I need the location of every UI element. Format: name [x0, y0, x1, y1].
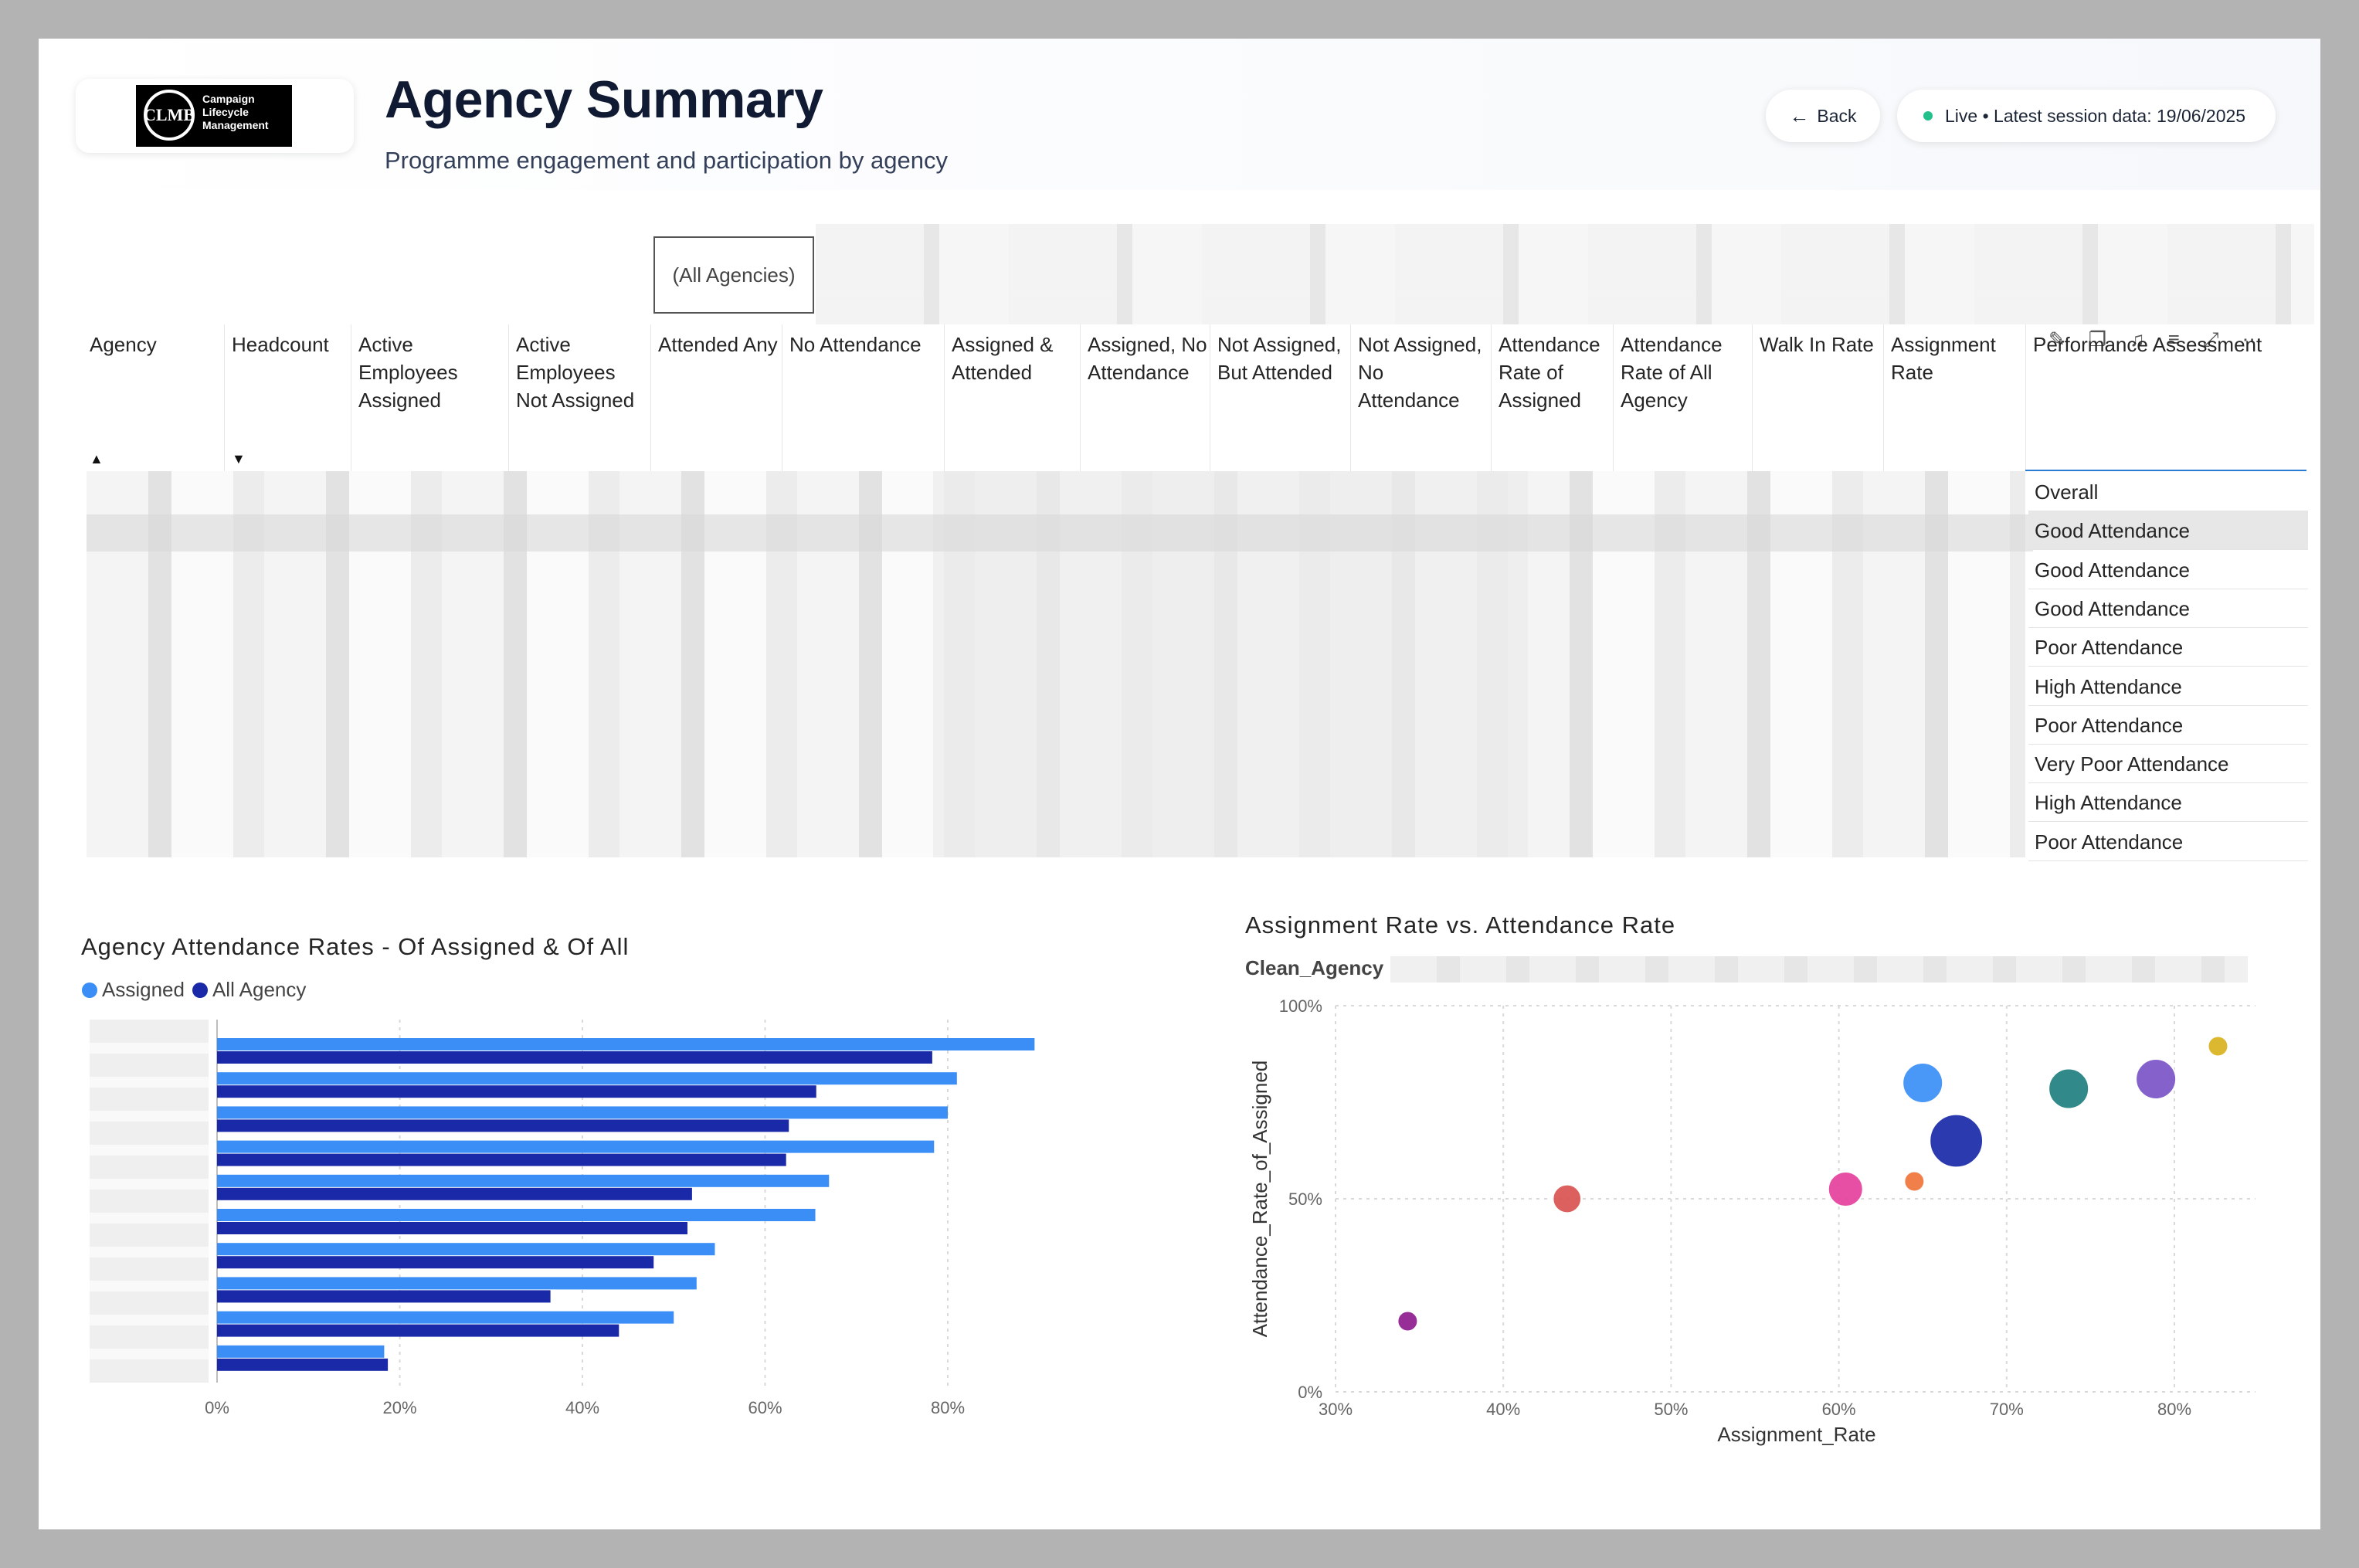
sort-ascending-icon[interactable]: ▲: [90, 451, 104, 467]
column-header[interactable]: Attendance Rate of All Agency: [1621, 333, 1723, 412]
legend-assigned-dot: [82, 982, 97, 998]
bar-assigned: [217, 1277, 697, 1290]
bar-tick-label: 20%: [382, 1398, 416, 1417]
performance-cell[interactable]: High Attendance: [2028, 783, 2308, 823]
more-options-icon[interactable]: ⋯: [2242, 328, 2262, 351]
live-dot-icon: [1923, 111, 1933, 120]
column-header[interactable]: Not Assigned, But Attended: [1217, 333, 1342, 384]
column-header[interactable]: Assignment Rate: [1891, 333, 1996, 384]
visual-toolbar: ✎ ❐ ♫ ≡ ⤢ ⋯: [2048, 328, 2262, 352]
scatter-legend-key: Clean_Agency: [1245, 956, 1384, 979]
logo: CLMB Campaign Lifecycle Management: [136, 85, 292, 147]
column-header[interactable]: Not Assigned, No Attendance: [1358, 333, 1482, 412]
bar-all-agency: [217, 1085, 816, 1098]
column-header[interactable]: Agency: [90, 333, 157, 356]
column-header[interactable]: Assigned & Attended: [952, 333, 1054, 384]
bar-category-labels: [90, 1020, 209, 1383]
legend-all-dot: [192, 982, 208, 998]
logo-text: Campaign Lifecycle Management: [202, 93, 269, 131]
copy-icon[interactable]: ❐: [2088, 328, 2107, 351]
bar-assigned: [217, 1106, 948, 1119]
legend-assigned: Assigned: [102, 978, 185, 1001]
column-divider: [1491, 324, 1492, 471]
bar-assigned: [217, 1209, 816, 1221]
bar-assigned: [217, 1311, 674, 1324]
performance-cell[interactable]: Poor Attendance: [2028, 706, 2308, 745]
column-header[interactable]: Active Employees Not Assigned: [516, 333, 635, 412]
sort-descending-icon[interactable]: ▼: [232, 451, 246, 467]
bar-all-agency: [217, 1222, 687, 1234]
column-divider: [1080, 324, 1081, 471]
column-header[interactable]: Attendance Rate of Assigned: [1499, 333, 1600, 412]
filter-icon[interactable]: ≡: [2167, 328, 2180, 351]
focus-mode-icon[interactable]: ⤢: [2202, 328, 2219, 351]
column-header[interactable]: Attended Any: [658, 333, 778, 356]
bar-all-agency: [217, 1256, 654, 1269]
column-header[interactable]: Headcount: [232, 333, 329, 356]
pin-icon[interactable]: ✎: [2048, 328, 2065, 351]
agency-filter-strip: [816, 224, 2314, 324]
bar-all-agency: [217, 1290, 551, 1303]
bar-all-agency: [217, 1119, 789, 1132]
column-divider: [650, 324, 651, 471]
bar-all-agency: [217, 1051, 932, 1064]
logo-mark: CLMB: [144, 90, 195, 141]
bar-all-agency: [217, 1187, 692, 1200]
performance-cell[interactable]: Good Attendance: [2028, 551, 2308, 589]
bar-tick-label: 40%: [565, 1398, 599, 1417]
bar-assigned: [217, 1345, 385, 1358]
scatter-chart-title: Assignment Rate vs. Attendance Rate: [1245, 911, 1676, 938]
column-divider: [1350, 324, 1351, 471]
performance-cell[interactable]: Overall: [2028, 473, 2308, 511]
column-divider: [224, 324, 225, 471]
bar-all-agency: [217, 1358, 389, 1371]
bar-all-agency: [217, 1153, 786, 1166]
performance-cell[interactable]: High Attendance: [2028, 667, 2308, 706]
back-button[interactable]: ← Back: [1766, 90, 1880, 142]
scatter-legend[interactable]: [1390, 956, 2248, 983]
bar-chart-legend[interactable]: Assigned All Agency: [82, 978, 306, 1002]
perf-header-underline: [2025, 470, 2306, 471]
legend-all: All Agency: [212, 978, 307, 1001]
slicer-value: (All Agencies): [672, 263, 796, 287]
bar-assigned: [217, 1243, 715, 1256]
column-divider: [1613, 324, 1614, 471]
live-status-text: Live • Latest session data: 19/06/2025: [1945, 105, 2246, 126]
bar-assigned: [217, 1038, 1035, 1050]
performance-cell[interactable]: Good Attendance: [2028, 511, 2308, 551]
selected-row-highlight: [87, 514, 2033, 552]
performance-cell[interactable]: Poor Attendance: [2028, 628, 2308, 667]
agency-slicer[interactable]: (All Agencies): [653, 236, 814, 314]
column-header[interactable]: Active Employees Assigned: [358, 333, 458, 412]
column-divider: [944, 324, 945, 471]
column-header[interactable]: No Attendance: [789, 333, 922, 356]
column-divider: [508, 324, 509, 471]
bar-assigned: [217, 1072, 957, 1085]
column-divider: [1752, 324, 1753, 471]
back-label: Back: [1817, 105, 1857, 126]
column-header[interactable]: Performance Assessment: [2033, 333, 2262, 356]
bar-assigned: [217, 1174, 830, 1187]
column-header[interactable]: Assigned, No Attendance: [1088, 333, 1207, 384]
performance-cell[interactable]: Very Poor Attendance: [2028, 745, 2308, 784]
bar-chart-title: Agency Attendance Rates - Of Assigned & …: [81, 933, 630, 960]
bar-tick-label: 80%: [931, 1398, 965, 1417]
performance-cell[interactable]: Poor Attendance: [2028, 823, 2308, 861]
bar-assigned: [217, 1140, 935, 1153]
live-status-badge: Live • Latest session data: 19/06/2025: [1897, 90, 2276, 142]
arrow-left-icon: ←: [1789, 104, 1810, 127]
page-subtitle: Programme engagement and participation b…: [385, 147, 948, 174]
bar-tick-label: 60%: [748, 1398, 782, 1417]
column-divider: [2025, 324, 2026, 471]
column-header[interactable]: Walk In Rate: [1760, 333, 1874, 356]
bell-icon[interactable]: ♫: [2130, 328, 2145, 351]
bar-all-agency: [217, 1324, 619, 1337]
page-title: Agency Summary: [385, 70, 823, 129]
performance-cell[interactable]: Good Attendance: [2028, 589, 2308, 628]
bar-tick-label: 0%: [205, 1398, 229, 1417]
column-divider: [1883, 324, 1884, 471]
